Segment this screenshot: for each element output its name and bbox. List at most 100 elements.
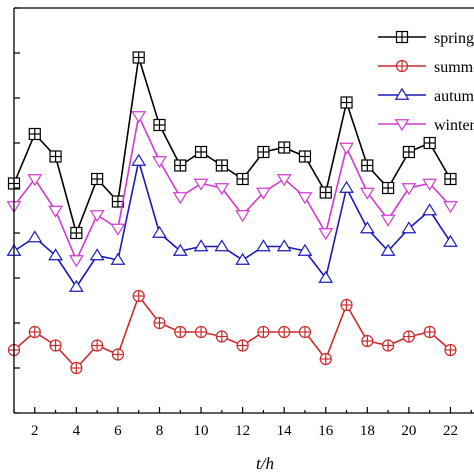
data-point <box>359 187 375 200</box>
data-point <box>318 270 334 283</box>
data-point <box>298 325 312 339</box>
data-point <box>174 325 187 339</box>
data-point <box>236 172 249 186</box>
series-line <box>13 294 451 370</box>
x-tick-label: 6 <box>114 423 122 439</box>
data-point <box>110 223 126 236</box>
data-point <box>172 192 188 205</box>
data-point <box>319 186 332 199</box>
data-point <box>339 180 354 193</box>
data-point <box>319 352 332 366</box>
x-tick-label: 2 <box>31 423 39 439</box>
data-point <box>235 252 251 265</box>
data-point <box>70 226 83 240</box>
data-point <box>359 221 375 234</box>
data-point <box>443 201 458 214</box>
series-line <box>13 160 452 289</box>
x-tick-label: 16 <box>318 423 334 439</box>
data-point <box>236 339 249 352</box>
x-tick-label: 10 <box>194 423 209 439</box>
data-point <box>91 172 104 186</box>
data-point <box>110 252 126 265</box>
data-point <box>257 145 270 159</box>
x-tick-label: 14 <box>277 423 293 439</box>
data-point <box>380 214 396 227</box>
data-point <box>214 183 230 196</box>
series-line <box>13 57 452 236</box>
data-point <box>278 141 291 154</box>
axes: 2 4 6 8 10 12 14 16 18 20 22 <box>13 7 474 439</box>
x-axis-title: t/h <box>256 454 274 473</box>
data-point <box>402 145 415 159</box>
x-tick-label: 20 <box>401 423 416 439</box>
data-point <box>131 153 147 166</box>
legend-item-winter: winter <box>378 117 474 134</box>
data-point <box>89 248 105 261</box>
data-point <box>444 343 457 357</box>
data-point <box>235 210 251 223</box>
data-point <box>91 339 104 352</box>
data-point <box>172 243 188 256</box>
data-point <box>257 325 270 339</box>
data-point <box>423 136 436 150</box>
data-point <box>422 178 438 191</box>
data-point <box>297 243 313 256</box>
data-point <box>276 174 292 187</box>
series-summer <box>7 289 457 375</box>
data-point <box>339 142 354 155</box>
data-point <box>444 172 457 186</box>
legend-label: winter <box>434 117 474 134</box>
data-point <box>48 205 63 218</box>
data-point <box>297 192 313 205</box>
x-tick-label: 18 <box>360 423 375 439</box>
data-point <box>70 361 83 375</box>
data-point <box>256 239 271 252</box>
series-line <box>13 113 452 262</box>
data-point <box>174 159 187 172</box>
data-point <box>215 159 228 172</box>
data-point <box>132 51 145 64</box>
data-point <box>68 255 84 268</box>
x-tick-label: 22 <box>443 423 458 439</box>
data-point <box>422 203 438 216</box>
data-point <box>132 289 145 303</box>
x-tick-label: 12 <box>235 423 250 439</box>
data-point <box>49 339 62 352</box>
data-point <box>401 183 417 196</box>
data-point <box>153 316 166 330</box>
data-point <box>152 156 167 169</box>
series-autumn <box>6 153 458 292</box>
data-point <box>361 159 374 172</box>
legend-item-spring: spring <box>378 30 474 47</box>
legend-label: summer <box>434 59 474 76</box>
data-point <box>111 348 125 361</box>
data-point <box>111 195 125 208</box>
data-point <box>340 96 353 109</box>
data-point <box>318 228 334 241</box>
legend: spring summer autumn winter <box>378 30 474 134</box>
legend-label: spring <box>434 30 474 47</box>
data-point <box>28 127 41 141</box>
series-spring <box>7 51 457 240</box>
legend-item-summer: summer <box>378 59 474 76</box>
data-point <box>423 325 436 339</box>
data-point <box>443 234 458 247</box>
data-point <box>193 239 209 252</box>
data-point <box>276 239 292 252</box>
data-point <box>89 210 105 223</box>
data-point <box>48 248 63 261</box>
data-point <box>256 187 271 200</box>
series-winter <box>6 111 458 268</box>
data-point <box>194 325 208 339</box>
data-point <box>215 330 228 343</box>
data-point <box>298 150 312 163</box>
data-point <box>402 330 415 343</box>
data-point <box>394 119 410 132</box>
data-point <box>395 30 409 44</box>
data-point <box>27 230 43 243</box>
data-point <box>68 279 84 292</box>
data-point <box>214 239 230 252</box>
data-point <box>361 334 374 348</box>
data-point <box>193 178 209 191</box>
